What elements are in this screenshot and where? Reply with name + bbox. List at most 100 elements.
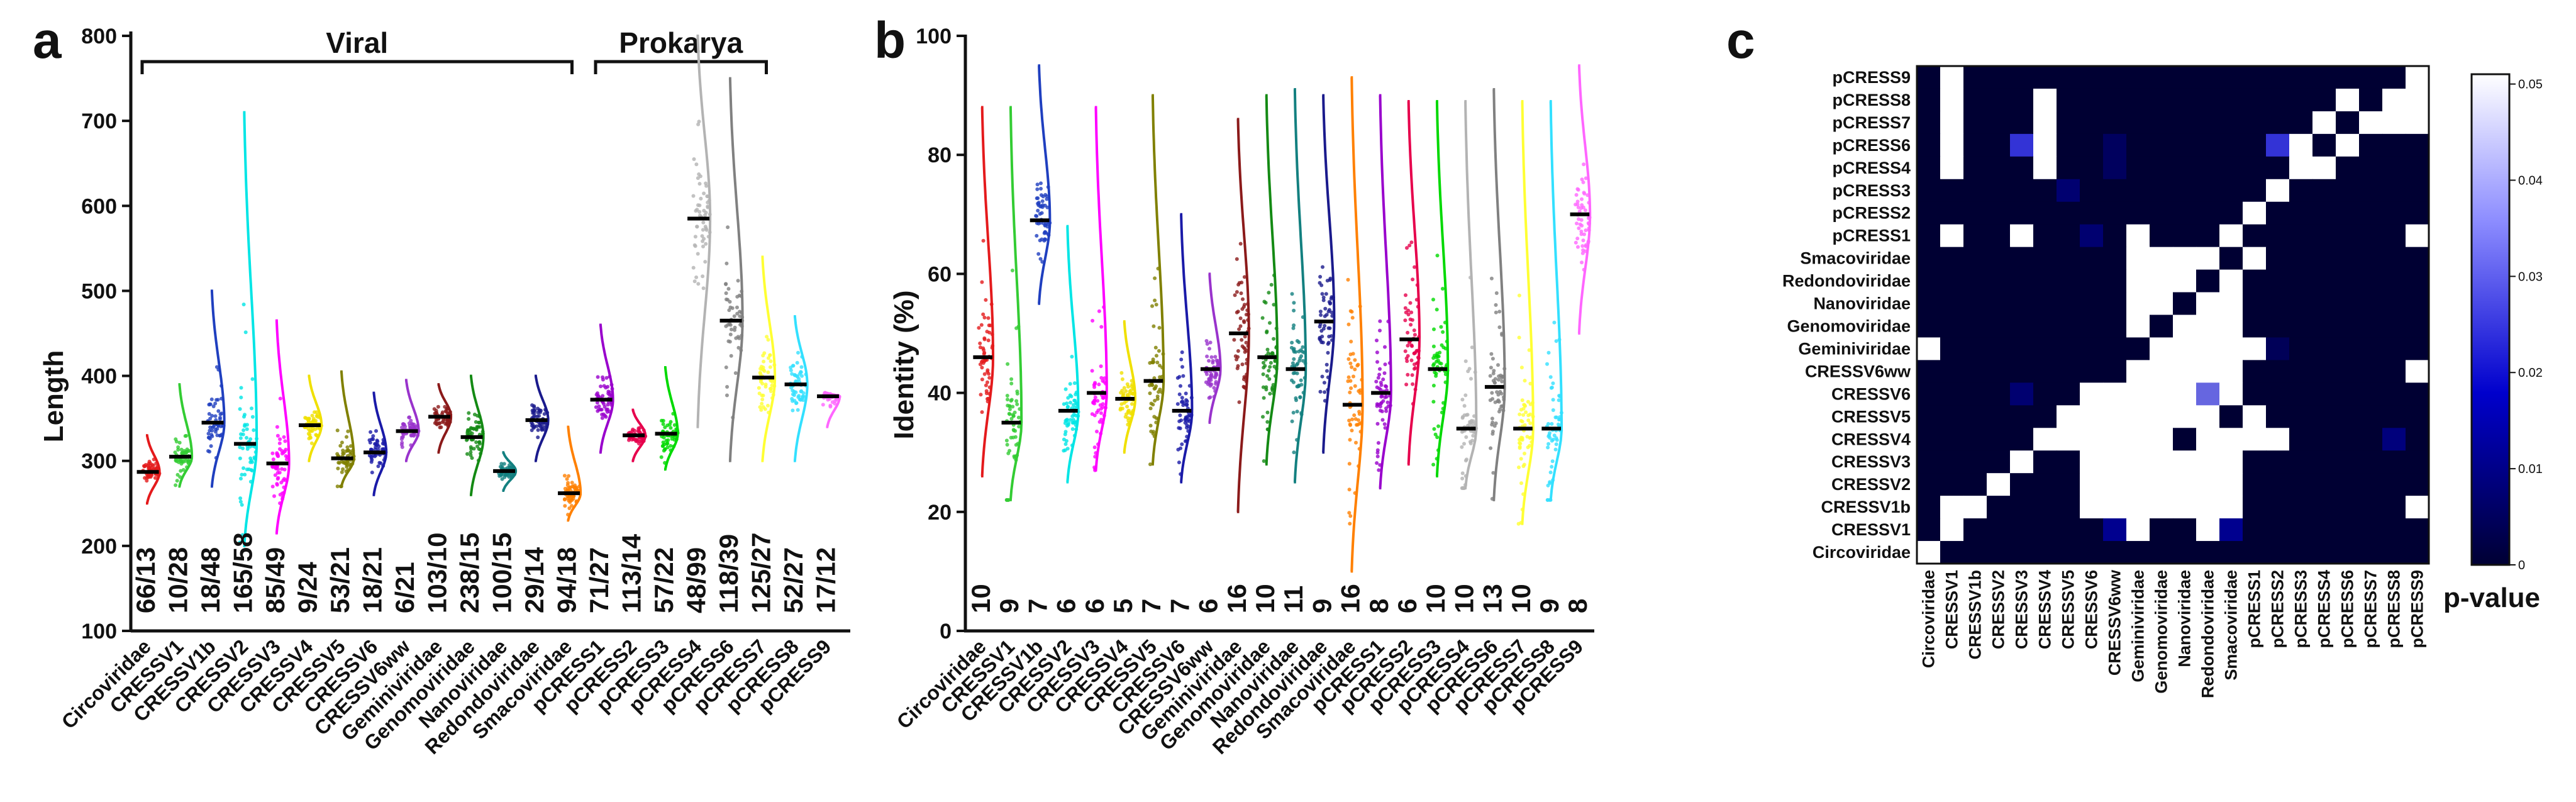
a-point (797, 377, 801, 381)
b-point (986, 316, 991, 320)
heatmap-cell (2312, 269, 2336, 293)
b-point (1526, 418, 1531, 423)
heatmap-row-label: pCRESS2 (1832, 204, 1911, 223)
a-point (218, 416, 222, 420)
heatmap-cell (2080, 518, 2104, 542)
heatmap-cell (2359, 382, 2383, 406)
heatmap-cell (2312, 133, 2336, 157)
a-point (799, 365, 804, 369)
heatmap-col-label: Nanoviridae (2175, 570, 2194, 667)
b-point (1128, 392, 1132, 396)
b-series-CRESSV4 (1115, 320, 1136, 454)
b-point (1161, 352, 1165, 356)
heatmap-cell (2103, 269, 2127, 293)
heatmap-cell (2382, 201, 2406, 225)
a-y-tick-label: 400 (81, 365, 117, 389)
heatmap-row-label: Smacoviridae (1800, 249, 1911, 268)
b-point (1242, 303, 1246, 307)
b-point (1208, 347, 1211, 351)
b-point (1151, 403, 1155, 407)
b-point (1587, 226, 1591, 230)
b-count-label: 7 (1023, 599, 1052, 613)
b-point (981, 238, 985, 243)
a-count-label: 29/14 (519, 547, 549, 613)
b-point (1379, 383, 1384, 387)
heatmap-col-label: pCRESS7 (2362, 570, 2380, 649)
heatmap-cell (2336, 224, 2360, 248)
a-point (275, 482, 279, 487)
heatmap-cell (1917, 179, 1941, 203)
heatmap-col-label: pCRESS6 (2338, 570, 2357, 649)
b-point (1436, 448, 1440, 452)
b-point (1497, 309, 1502, 314)
heatmap-cell (2173, 315, 2197, 338)
b-point (1433, 370, 1437, 374)
b-point (1240, 344, 1245, 348)
a-point (465, 438, 469, 442)
b-point (1062, 437, 1066, 442)
heatmap-cell (2243, 66, 2267, 89)
a-point (433, 411, 437, 416)
a-point (181, 468, 186, 472)
b-point (1431, 363, 1435, 367)
heatmap-cell (2289, 88, 2313, 112)
a-count-label: 66/13 (131, 547, 160, 613)
a-point (250, 406, 253, 411)
heatmap-cell (2080, 133, 2104, 157)
b-point (1323, 306, 1328, 311)
a-point (284, 454, 288, 458)
heatmap-cell (2243, 269, 2267, 293)
b-point (1496, 393, 1501, 397)
b-point (1178, 426, 1182, 430)
heatmap-cell (2406, 428, 2429, 451)
b-point (1575, 221, 1579, 226)
a-point (400, 445, 404, 449)
a-point (599, 408, 604, 412)
heatmap-cell (2336, 428, 2360, 451)
a-point (282, 467, 287, 472)
b-point (1262, 396, 1266, 400)
b-point (1554, 436, 1558, 440)
a-point (252, 455, 257, 460)
b-point (1125, 404, 1130, 409)
a-series-CRESSV5 (331, 370, 356, 489)
b-point (1326, 350, 1330, 355)
heatmap-cell (2173, 360, 2197, 383)
heatmap-cell (1963, 292, 1987, 316)
heatmap-cell (2406, 315, 2429, 338)
heatmap-cell (2173, 156, 2197, 180)
heatmap-cell (2196, 66, 2220, 89)
b-point (1073, 398, 1077, 403)
b-point (1009, 398, 1014, 402)
b-point (1432, 427, 1436, 431)
b-point (1494, 291, 1499, 295)
panel-a-letter: a (33, 12, 62, 69)
heatmap-cell (2382, 156, 2406, 180)
heatmap-cell (2150, 518, 2174, 542)
b-point (1185, 423, 1189, 427)
a-point (704, 228, 709, 232)
b-point (1347, 487, 1352, 492)
b-point (1292, 370, 1297, 375)
heatmap-cell (2359, 337, 2383, 360)
b-point (1347, 511, 1352, 515)
b-point (1295, 409, 1299, 414)
b-point (1072, 433, 1077, 438)
b-point (1353, 491, 1357, 495)
heatmap-cell (2219, 337, 2243, 360)
a-violin (728, 77, 744, 462)
b-point (1469, 377, 1473, 381)
heatmap-cell (1987, 247, 2011, 270)
b-point (1272, 303, 1276, 307)
b-point (1235, 366, 1240, 370)
heatmap-col-label: CRESSV5 (2059, 570, 2078, 649)
heatmap-cell (1940, 405, 1964, 428)
b-y-tick-label: 100 (916, 25, 952, 48)
a-point (660, 418, 663, 423)
heatmap-row-label: pCRESS3 (1832, 181, 1911, 200)
heatmap-cell (2243, 360, 2267, 383)
b-point (1346, 357, 1351, 361)
b-point (1302, 376, 1307, 380)
a-y-tick-label: 800 (81, 25, 117, 48)
